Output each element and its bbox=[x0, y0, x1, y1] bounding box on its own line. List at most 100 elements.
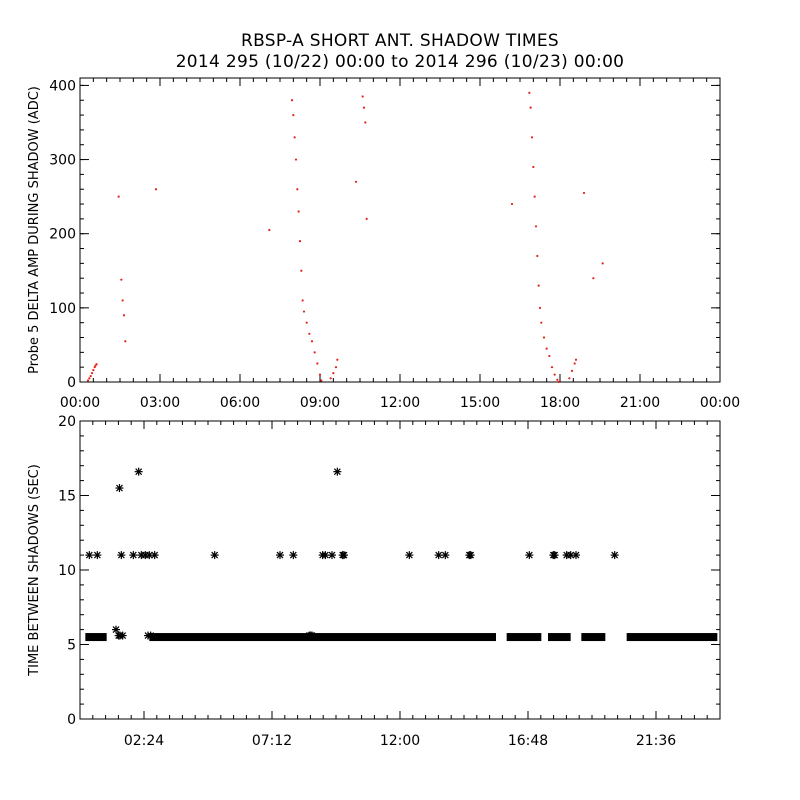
bottom-baseline-segment bbox=[149, 633, 497, 642]
bottom-x-tick-label: 16:48 bbox=[508, 733, 548, 749]
bottom-data-point bbox=[150, 551, 159, 560]
bottom-y-tick-label: 15 bbox=[58, 489, 76, 505]
bottom-data-point bbox=[466, 551, 475, 560]
top-data-point bbox=[570, 369, 574, 372]
asterisk-stroke bbox=[567, 551, 575, 559]
asterisk-stroke bbox=[405, 551, 413, 559]
top-data-point bbox=[292, 113, 295, 117]
bottom-data-point bbox=[333, 467, 342, 476]
top-data-point bbox=[302, 310, 306, 313]
bottom-data-point bbox=[210, 551, 219, 560]
top-data-point bbox=[294, 158, 298, 161]
top-data-point bbox=[301, 299, 304, 302]
asterisk-stroke bbox=[211, 551, 219, 559]
asterisk-stroke bbox=[308, 632, 316, 639]
top-data-point bbox=[318, 373, 322, 376]
asterisk-stroke bbox=[145, 551, 153, 559]
bottom-data-point bbox=[116, 631, 124, 640]
bottom-x-tick-label: 07:12 bbox=[252, 733, 292, 749]
top-data-point bbox=[568, 377, 571, 380]
asterisk-stroke bbox=[93, 551, 101, 559]
bottom-data-point bbox=[289, 551, 298, 560]
asterisk-stroke bbox=[333, 468, 341, 476]
top-data-point bbox=[573, 362, 576, 365]
asterisk-stroke bbox=[441, 551, 449, 559]
top-data-point bbox=[364, 121, 367, 124]
top-y-tick-label: 200 bbox=[49, 227, 76, 243]
bottom-data-point bbox=[93, 551, 102, 560]
bottom-baseline-segment bbox=[85, 633, 107, 642]
top-data-point bbox=[538, 306, 542, 309]
asterisk-stroke bbox=[551, 551, 559, 559]
top-data-point bbox=[122, 314, 126, 317]
top-data-point bbox=[293, 136, 296, 139]
top-data-point bbox=[296, 188, 299, 191]
top-data-point bbox=[592, 277, 595, 280]
top-data-point bbox=[268, 228, 271, 232]
top-y-tick-label: 100 bbox=[49, 301, 76, 317]
bottom-x-tick-label: 21:36 bbox=[636, 733, 676, 749]
bottom-baseline-segment bbox=[506, 633, 542, 642]
top-x-tick-label: 21:00 bbox=[620, 395, 660, 411]
top-data-point bbox=[553, 373, 556, 376]
bottom-y-tick-label: 10 bbox=[58, 563, 76, 579]
top-data-point bbox=[334, 366, 338, 369]
bottom-data-point bbox=[276, 551, 284, 560]
bottom-data-point bbox=[328, 551, 336, 560]
asterisk-stroke bbox=[467, 551, 475, 559]
top-data-point bbox=[332, 372, 335, 375]
top-data-point bbox=[556, 378, 559, 381]
top-data-point bbox=[537, 284, 540, 287]
bottom-baseline-segment bbox=[548, 633, 571, 642]
top-data-point bbox=[117, 195, 120, 198]
bottom-y-tick-label: 0 bbox=[67, 712, 76, 728]
bottom-data-point bbox=[434, 551, 443, 560]
bottom-data-point bbox=[572, 551, 580, 560]
top-data-point bbox=[90, 372, 94, 375]
asterisk-stroke bbox=[129, 551, 137, 559]
asterisk-stroke bbox=[289, 551, 297, 559]
top-data-point bbox=[536, 254, 539, 258]
asterisk-stroke bbox=[276, 551, 284, 559]
top-data-point bbox=[550, 366, 554, 369]
top-data-point bbox=[510, 202, 514, 206]
chart-title-line1: RBSP-A SHORT ANT. SHADOW TIMES bbox=[241, 31, 559, 51]
top-data-point bbox=[320, 379, 323, 382]
top-data-point bbox=[313, 351, 316, 354]
bottom-panel-time-between-shadows: 02:24 07:12 12:00 16:48 21:36 0 5 10 15 20 TIME BE… bbox=[27, 414, 721, 749]
bottom-data-point bbox=[340, 551, 348, 560]
top-x-tick-label: 00:00 bbox=[60, 395, 100, 411]
top-data-point bbox=[329, 377, 332, 380]
top-data-point bbox=[308, 332, 311, 335]
bottom-data-point bbox=[441, 551, 450, 560]
top-data-point bbox=[354, 180, 358, 183]
bottom-data-point bbox=[115, 484, 124, 493]
asterisk-stroke bbox=[435, 551, 443, 559]
chart-title-line2: 2014 295 (10/22) 00:00 to 2014 296 (10/2… bbox=[175, 52, 625, 72]
top-data-point bbox=[121, 299, 124, 302]
asterisk-stroke bbox=[611, 551, 619, 559]
top-data-point bbox=[542, 336, 546, 339]
top-data-point bbox=[365, 217, 368, 220]
bottom-data-point bbox=[112, 625, 120, 634]
asterisk-stroke bbox=[572, 551, 580, 559]
top-y-tick-label: 0 bbox=[67, 375, 76, 391]
top-data-point bbox=[89, 374, 92, 378]
top-data-point bbox=[316, 362, 319, 365]
bottom-data-point bbox=[117, 551, 126, 560]
top-x-tick-label: 06:00 bbox=[220, 395, 260, 411]
bottom-x-tick-label: 02:24 bbox=[124, 733, 164, 749]
top-data-point bbox=[534, 225, 538, 228]
top-data-point bbox=[336, 358, 339, 361]
asterisk-stroke bbox=[151, 551, 159, 559]
top-data-point bbox=[124, 340, 127, 343]
top-data-point bbox=[86, 379, 90, 382]
top-data-point bbox=[601, 262, 604, 265]
bottom-data-point bbox=[134, 467, 143, 476]
top-data-point bbox=[120, 278, 123, 281]
asterisk-stroke bbox=[117, 551, 125, 559]
asterisk-stroke bbox=[116, 484, 123, 492]
top-data-point bbox=[540, 321, 543, 324]
top-data-point bbox=[532, 165, 535, 169]
